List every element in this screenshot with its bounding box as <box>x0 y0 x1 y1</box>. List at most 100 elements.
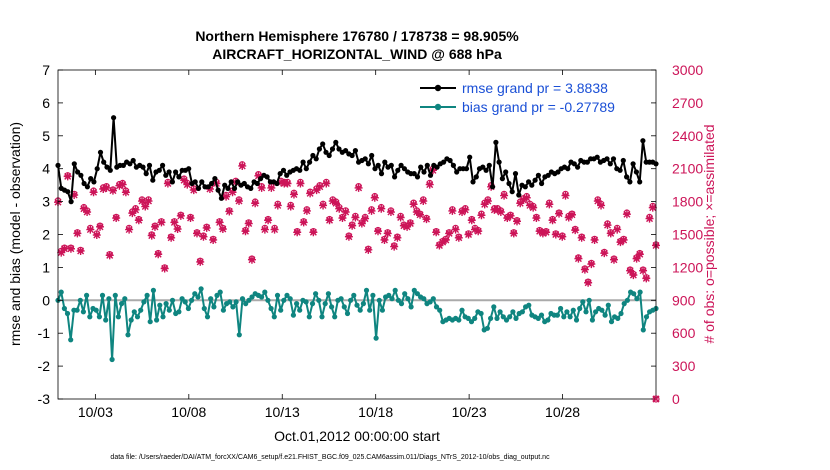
rmse-point <box>111 115 117 121</box>
obs-assimilated-point <box>354 183 363 192</box>
rmse-point <box>88 176 94 182</box>
rmse-point <box>424 162 430 168</box>
bias-point <box>290 312 296 318</box>
bias-point <box>122 296 128 302</box>
rmse-point <box>414 174 421 180</box>
x-tick-label: 10/23 <box>452 404 487 420</box>
x-tick-label: 10/03 <box>78 404 113 420</box>
rmse-point <box>450 162 456 168</box>
obs-assimilated-point <box>648 203 657 212</box>
obs-possible-point <box>601 248 608 256</box>
rmse-point <box>467 154 473 160</box>
obs-assimilated-point <box>409 200 418 209</box>
obs-possible-point <box>74 229 81 236</box>
rmse-point <box>532 177 538 183</box>
bias-point <box>131 309 137 315</box>
bias-point <box>119 301 125 307</box>
obs-assimilated-point <box>344 232 353 241</box>
rmse-point <box>192 179 198 185</box>
bias-point <box>558 305 564 312</box>
obs-possible-point <box>433 227 440 235</box>
rmse-point <box>630 161 636 167</box>
obs-assimilated-point <box>386 208 395 217</box>
bias-point <box>303 299 309 305</box>
obs-possible-point <box>316 181 323 189</box>
rmse-point <box>333 139 339 145</box>
bias-point <box>306 314 312 320</box>
rmse-point <box>401 166 407 172</box>
obs-assimilated-point <box>102 183 111 192</box>
rmse-point <box>463 166 470 172</box>
rmse-point <box>545 172 551 178</box>
rmse-point <box>143 171 149 177</box>
bias-point <box>507 314 513 320</box>
bias-point <box>265 297 271 303</box>
obs-possible-point <box>581 265 589 272</box>
bias-point <box>567 314 573 320</box>
obs-possible-point <box>578 233 585 240</box>
rmse-point <box>277 171 283 177</box>
y-tick-label: -1 <box>38 325 51 341</box>
obs-assimilated-point <box>260 225 269 234</box>
rmse-point <box>160 162 166 168</box>
rmse-point <box>320 141 326 147</box>
bias-point <box>84 292 90 298</box>
chart-subtitle: AIRCRAFT_HORIZONTAL_WIND @ 688 hPa <box>212 46 502 62</box>
obs-possible-point <box>491 204 498 212</box>
bias-point <box>192 291 198 297</box>
obs-assimilated-point <box>302 206 311 215</box>
obs-possible-point <box>100 184 107 191</box>
obs-possible-point <box>420 196 427 203</box>
obs-possible-point <box>546 199 553 206</box>
rmse-point <box>624 174 630 180</box>
obs-possible-point <box>158 218 165 225</box>
obs-possible-point <box>633 254 640 261</box>
obs-possible-point <box>423 214 430 222</box>
rmse-point <box>441 159 447 165</box>
bias-point <box>411 287 417 293</box>
obs-assimilated-point <box>202 223 211 232</box>
bias-point <box>427 299 433 305</box>
obs-possible-point <box>264 215 272 223</box>
bias-point <box>586 297 592 303</box>
obs-possible-point <box>274 200 281 207</box>
bias-point <box>510 309 516 315</box>
y2-tick-label: 300 <box>672 358 696 374</box>
bias-point <box>437 307 443 313</box>
rmse-point <box>280 167 287 173</box>
obs-assimilated-point <box>199 232 208 241</box>
legend-bias-label: bias grand pr = -0.27789 <box>462 99 615 115</box>
obs-possible-point <box>287 201 294 209</box>
rmse-point <box>323 149 329 155</box>
bias-point <box>319 314 325 320</box>
rmse-point <box>473 174 479 180</box>
obs-assimilated-point <box>331 199 340 208</box>
rmse-point <box>97 149 104 155</box>
obs-assimilated-point <box>173 225 182 234</box>
rmse-point <box>378 171 385 177</box>
rmse-point <box>215 187 221 193</box>
bias-point <box>376 297 382 303</box>
bias-point <box>580 299 586 305</box>
obs-possible-point <box>203 223 210 230</box>
rmse-point <box>127 161 133 167</box>
obs-assimilated-point <box>483 197 492 206</box>
obs-possible-point <box>294 227 301 235</box>
obs-possible-point <box>209 235 217 243</box>
obs-possible-point <box>281 178 288 186</box>
obs-assimilated-point <box>383 229 392 238</box>
obs-possible-point <box>238 161 246 168</box>
rmse-point <box>480 164 486 170</box>
bias-point <box>354 302 360 308</box>
obs-possible-point <box>636 249 644 257</box>
bias-point <box>147 319 153 325</box>
rmse-point <box>633 169 640 175</box>
bias-point <box>344 310 351 317</box>
obs-possible-point <box>174 224 181 232</box>
bias-point <box>125 332 131 338</box>
obs-assimilated-point <box>293 228 302 237</box>
obs-possible-point <box>339 213 346 221</box>
obs-assimilated-point <box>157 218 166 227</box>
obs-assimilated-point <box>60 244 69 253</box>
